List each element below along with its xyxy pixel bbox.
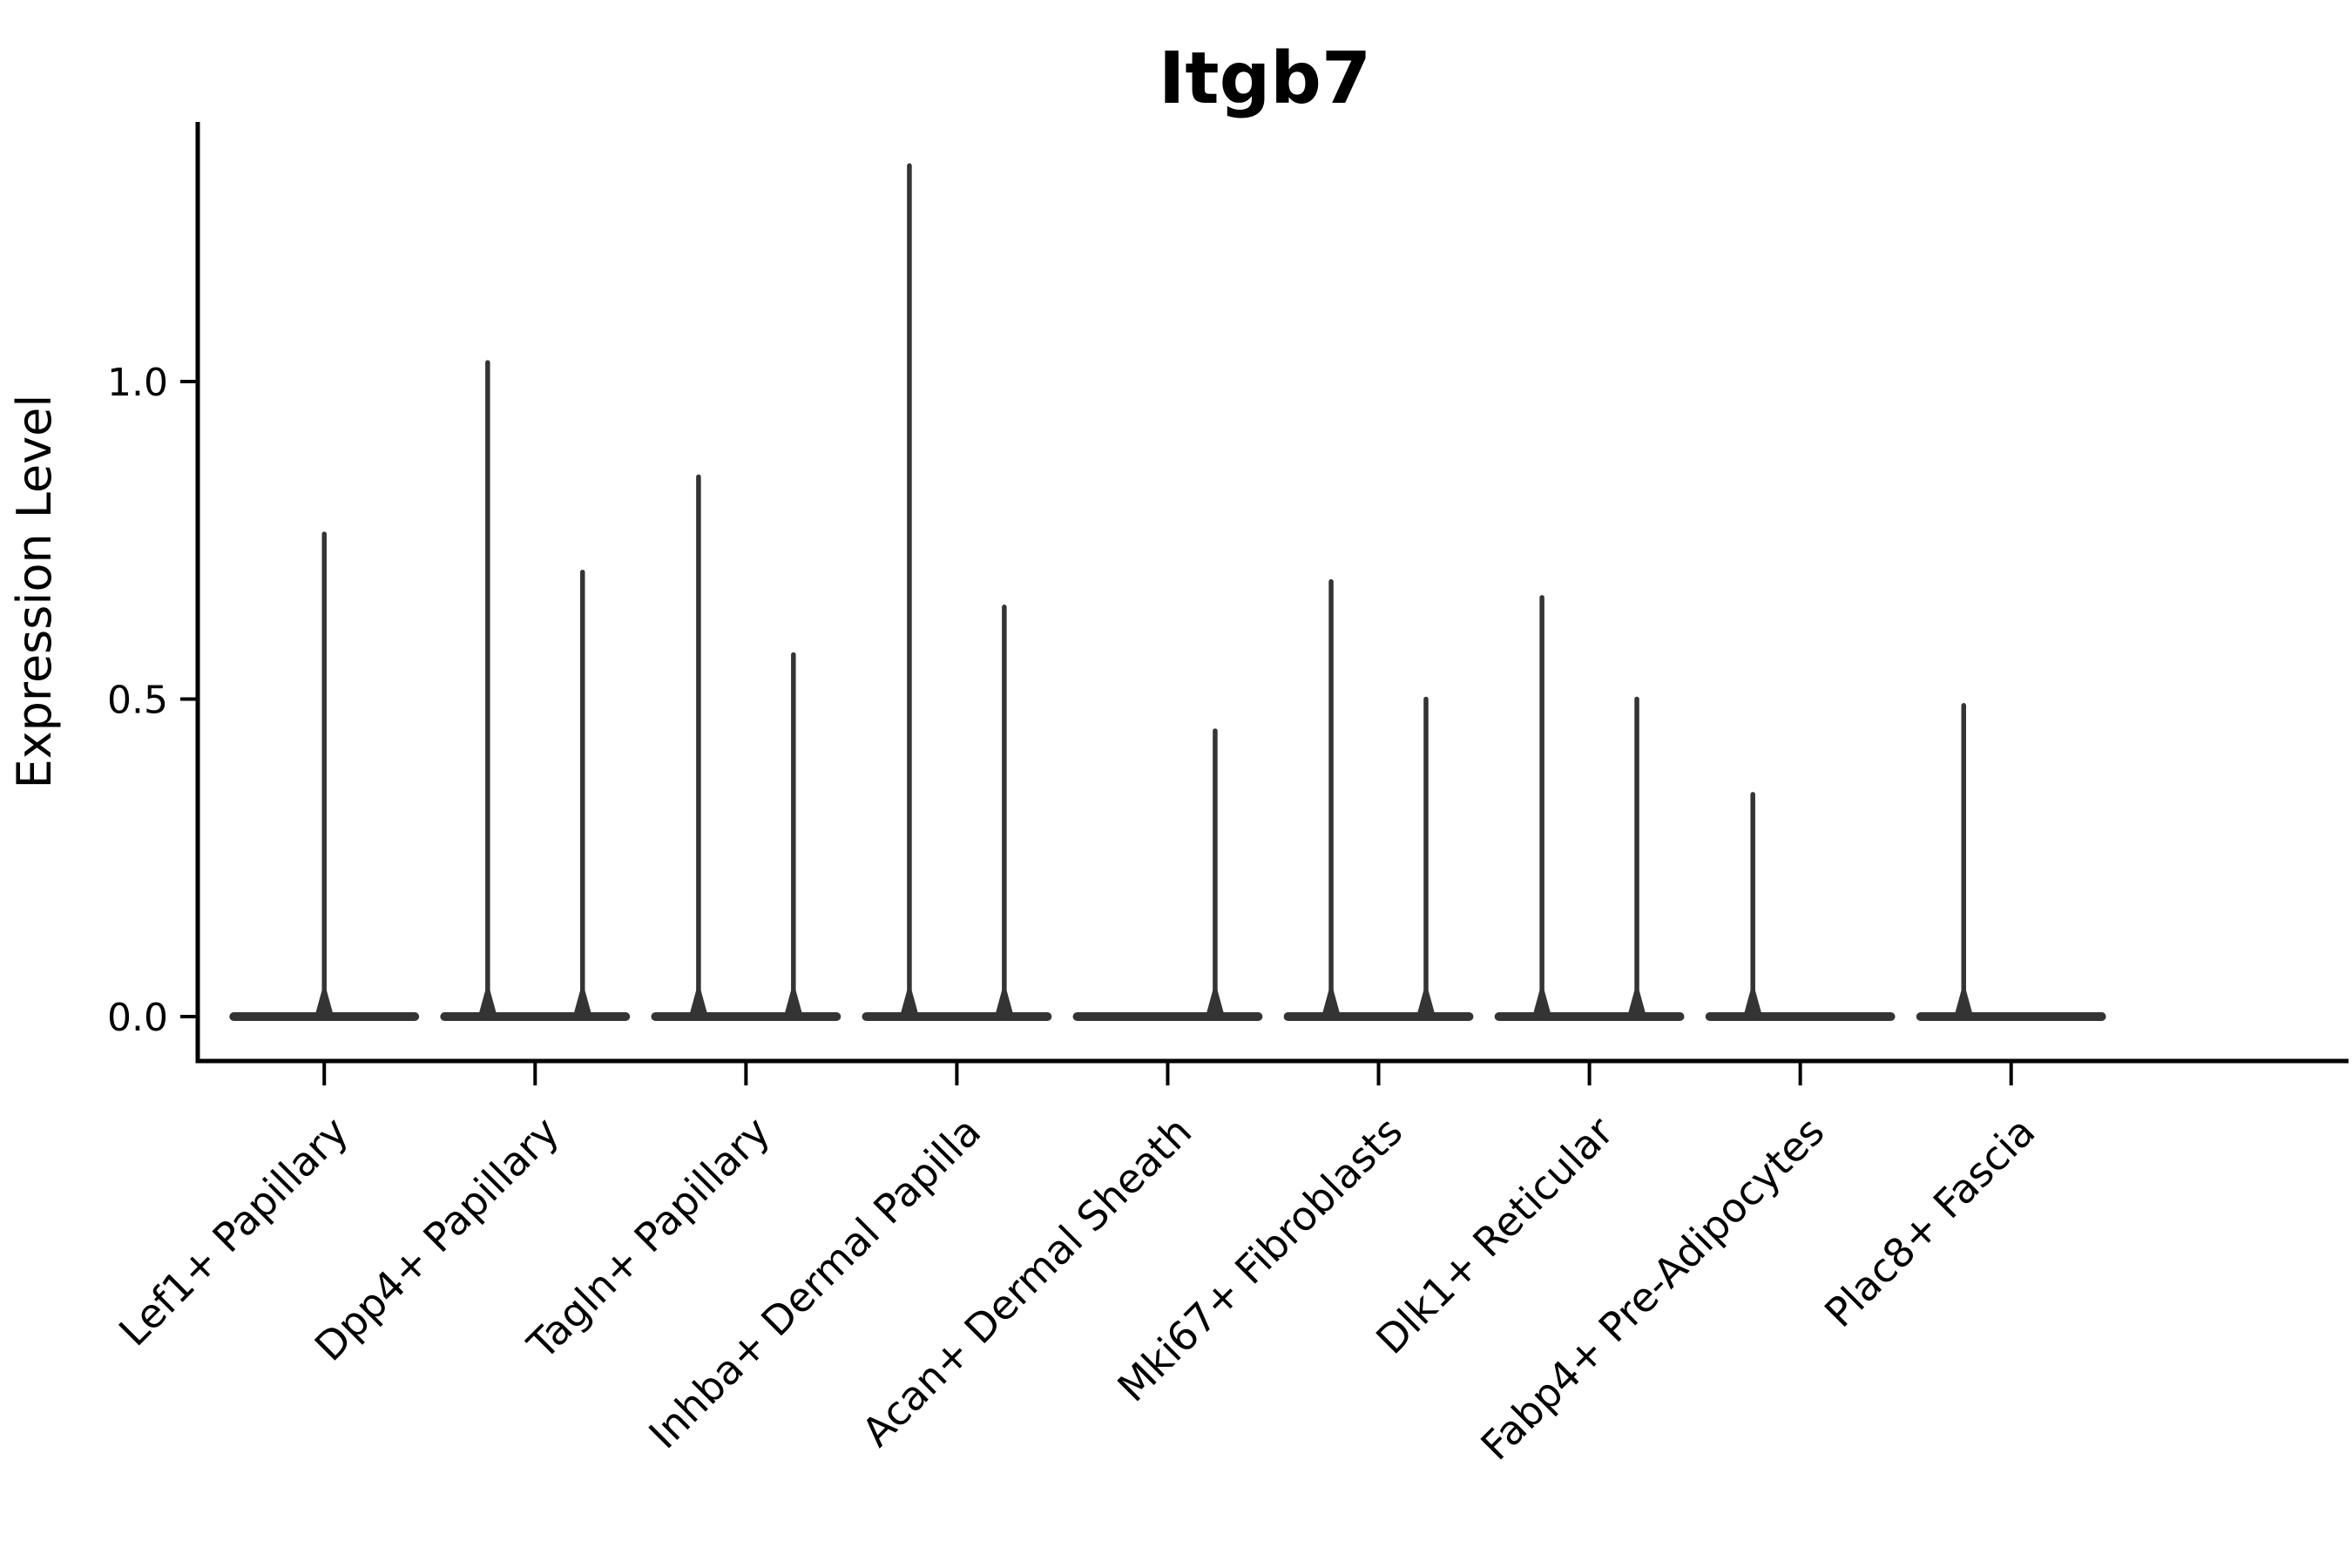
- violin: [1494, 595, 1685, 1021]
- violin: [862, 163, 1052, 1021]
- violin: [1072, 728, 1263, 1021]
- violin: [1705, 792, 1896, 1021]
- violin-baseline: [1705, 1012, 1896, 1021]
- y-tick-label: 1.0: [107, 361, 168, 405]
- violin: [651, 474, 841, 1021]
- y-tick-label: 0.5: [107, 679, 168, 723]
- violin: [229, 531, 420, 1021]
- violin: [440, 360, 631, 1021]
- violin: [1283, 578, 1474, 1021]
- violin-baseline: [862, 1012, 1052, 1021]
- violin-baseline: [1283, 1012, 1474, 1021]
- violin-baseline: [1072, 1012, 1263, 1021]
- x-tick-label: Lef1+ Papillary: [110, 1108, 357, 1355]
- y-tick-label: 0.0: [107, 996, 168, 1040]
- violin-baseline: [1494, 1012, 1685, 1021]
- x-tick-label: Plac8+ Fascia: [1815, 1108, 2044, 1336]
- violin: [1916, 703, 2106, 1021]
- y-axis-label: Expression Level: [7, 395, 62, 789]
- violin-baseline: [440, 1012, 631, 1021]
- x-tick-label: Fabp4+ Pre-Adipocytes: [1472, 1108, 1834, 1470]
- violin-baseline: [1916, 1012, 2106, 1021]
- chart-title: Itgb7: [1159, 37, 1371, 120]
- violin-baseline: [651, 1012, 841, 1021]
